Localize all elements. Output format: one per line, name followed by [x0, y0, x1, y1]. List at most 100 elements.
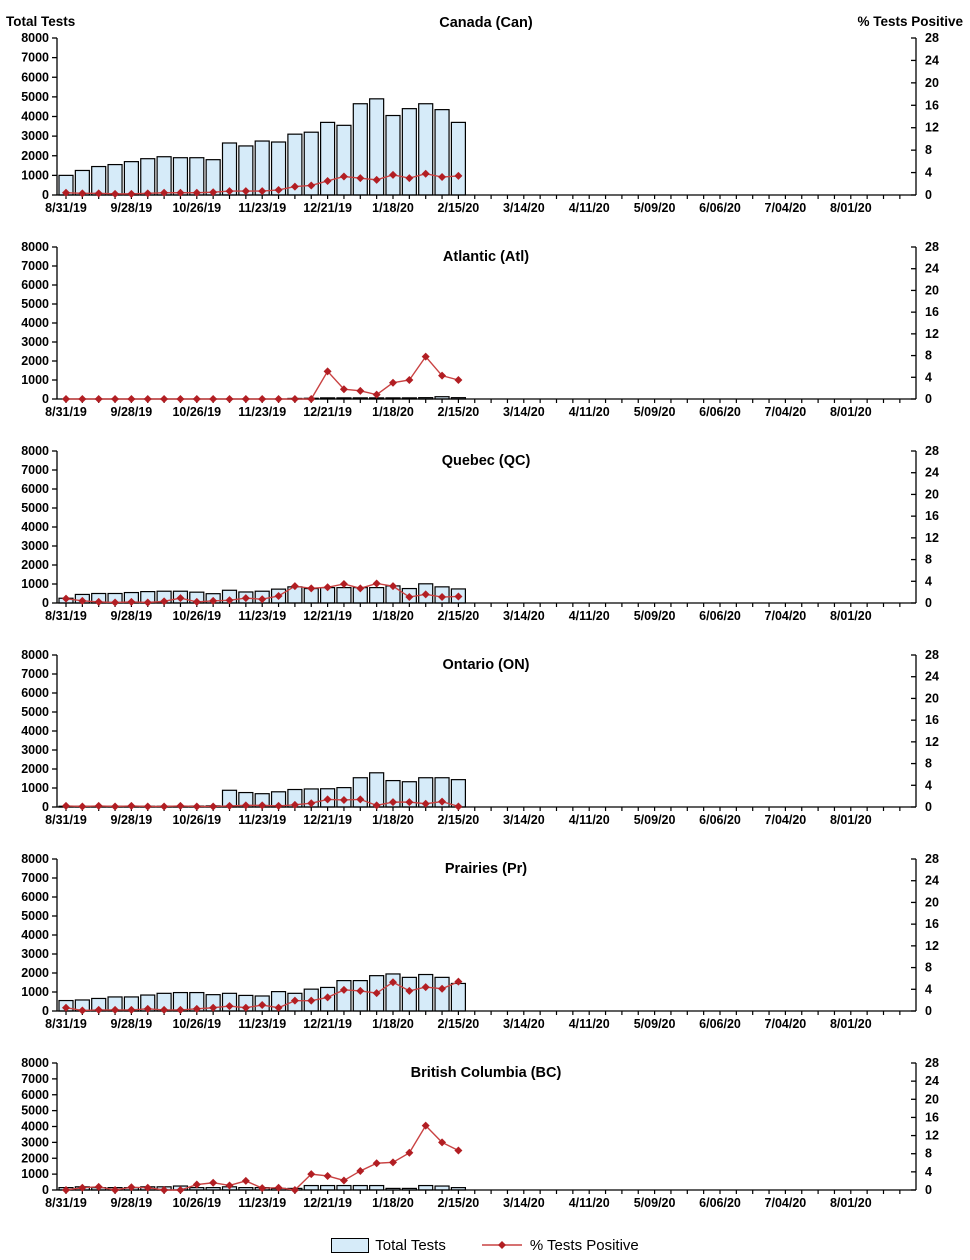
pct-positive-marker: [421, 352, 430, 361]
x-axis-tick-label: 10/26/19: [172, 813, 221, 827]
x-axis-tick-label: 4/11/20: [569, 609, 610, 623]
pct-positive-marker: [307, 799, 316, 808]
pct-positive-marker: [421, 799, 430, 808]
pct-positive-marker: [127, 597, 136, 606]
x-axis-tick-label: 8/01/20: [830, 1017, 872, 1031]
x-axis-tick-label: 3/14/20: [503, 405, 545, 419]
x-axis-tick-label: 10/26/19: [172, 201, 221, 215]
right-axis-tick-label: 28: [925, 1056, 939, 1070]
pct-positive-marker: [389, 1158, 397, 1167]
pct-positive-marker: [258, 595, 267, 604]
pct-positive-marker: [356, 1166, 365, 1175]
pct-positive-marker: [323, 367, 332, 376]
left-axis-tick-label: 8000: [21, 648, 49, 662]
right-axis-tick-label: 8: [925, 143, 932, 157]
pct-positive-marker: [372, 579, 381, 588]
pct-positive-marker: [111, 395, 120, 403]
pct-positive-marker: [225, 1181, 234, 1190]
left-axis-tick-label: 4000: [21, 928, 49, 942]
pct-positive-marker: [225, 596, 234, 605]
pct-positive-marker: [339, 795, 348, 804]
x-axis-tick-label: 9/28/19: [111, 1196, 153, 1210]
x-axis-tick-label: 4/11/20: [569, 1196, 610, 1210]
total-tests-bar: [336, 124, 352, 196]
right-axis-tick-label: 0: [925, 188, 932, 202]
x-axis-tick-label: 4/11/20: [569, 405, 610, 419]
right-axis-tick-label: 28: [925, 240, 939, 254]
right-axis-title: % Tests Positive: [857, 14, 963, 29]
left-axis-tick-label: 1000: [21, 168, 49, 182]
right-axis-tick-label: 20: [925, 283, 939, 297]
legend-label-pct-positive: % Tests Positive: [529, 1236, 639, 1254]
pct-positive-marker: [62, 594, 70, 603]
pct-positive-marker: [389, 978, 397, 987]
right-axis-tick-label: 24: [925, 53, 939, 67]
right-axis-tick-label: 8: [925, 961, 932, 975]
right-axis-tick-label: 4: [925, 982, 932, 996]
quebec-chart-svg: 0 1000 2000 3000 4000 5000 6000 7000 8000 0 4 8 12 16…: [21, 444, 939, 623]
right-axis-tick-label: 12: [925, 121, 939, 135]
left-axis-tick-label: 3000: [21, 1135, 49, 1149]
pct-positive-marker: [62, 395, 70, 403]
total-tests-bar: [385, 114, 401, 196]
legend-item-total-tests: Total Tests: [331, 1237, 446, 1254]
x-axis-tick-label: 1/18/20: [372, 609, 414, 623]
pct-positive-marker: [225, 1002, 234, 1011]
pct-positive-marker: [111, 1005, 120, 1014]
pct-positive-marker: [160, 802, 169, 811]
ontario-chart-svg: 0 1000 2000 3000 4000 5000 6000 7000 8000 0 4 8 12 16…: [21, 648, 939, 827]
pct-positive-marker: [438, 1138, 447, 1147]
left-axis-tick-label: 6000: [21, 482, 49, 496]
right-axis-tick-label: 4: [925, 778, 932, 792]
pct-positive-marker: [111, 189, 120, 198]
right-axis-tick-label: 8: [925, 1147, 932, 1161]
pct-positive-marker: [290, 182, 299, 191]
x-axis-tick-label: 5/09/20: [634, 813, 676, 827]
left-axis-tick-label: 0: [42, 392, 49, 406]
pct-positive-marker: [209, 802, 218, 811]
x-axis-tick-label: 8/31/19: [45, 1017, 87, 1031]
right-axis-tick-label: 12: [925, 1129, 939, 1143]
pct-positive-marker: [372, 989, 381, 998]
pct-positive-marker: [356, 174, 365, 183]
right-axis-tick-label: 28: [925, 31, 939, 45]
pct-positive-marker: [389, 170, 397, 179]
left-axis-tick-label: 6000: [21, 686, 49, 700]
x-axis-tick-label: 5/09/20: [634, 609, 676, 623]
x-axis-tick-label: 5/09/20: [634, 1196, 676, 1210]
right-axis-tick-label: 12: [925, 735, 939, 749]
pct-positive-marker: [78, 1183, 87, 1192]
pct-positive-marker: [389, 798, 397, 807]
x-axis-tick-label: 7/04/20: [765, 1017, 807, 1031]
pct-positive-marker: [454, 977, 463, 986]
pct-positive-marker: [160, 597, 169, 606]
left-axis-tick-label: 7000: [21, 259, 49, 273]
left-axis-tick-label: 4000: [21, 110, 49, 124]
pct-positive-marker: [274, 395, 283, 403]
right-axis-tick-label: 12: [925, 327, 939, 341]
right-axis-tick-label: 8: [925, 349, 932, 363]
right-axis-tick-label: 28: [925, 852, 939, 866]
x-axis-tick-label: 12/21/19: [303, 405, 352, 419]
pct-positive-marker: [274, 1003, 283, 1012]
chart-block-british-columbia: 0 1000 2000 3000 4000 5000 6000 7000 8000 0 4 8 12 16…: [0, 1051, 970, 1216]
pct-positive-marker: [421, 1121, 430, 1130]
pct-positive-marker: [258, 1184, 267, 1193]
pct-positive-marker: [258, 187, 267, 196]
x-axis-tick-label: 9/28/19: [111, 609, 153, 623]
x-axis-tick-label: 12/21/19: [303, 201, 352, 215]
right-axis-tick-label: 24: [925, 1074, 939, 1088]
left-axis-tick-label: 8000: [21, 444, 49, 458]
pct-positive-marker: [405, 174, 414, 183]
left-axis-tick-label: 0: [42, 1004, 49, 1018]
total-tests-bar-swatch-icon: [331, 1237, 370, 1253]
right-axis-tick-label: 4: [925, 166, 932, 180]
pct-positive-marker: [176, 1005, 185, 1014]
x-axis-tick-label: 7/04/20: [765, 813, 807, 827]
pct-positive-marker: [225, 801, 234, 810]
left-axis-tick-label: 6000: [21, 890, 49, 904]
right-axis-tick-label: 24: [925, 874, 939, 888]
right-axis-tick-label: 16: [925, 917, 939, 931]
right-axis-tick-label: 24: [925, 466, 939, 480]
right-axis-tick-label: 0: [925, 1004, 932, 1018]
